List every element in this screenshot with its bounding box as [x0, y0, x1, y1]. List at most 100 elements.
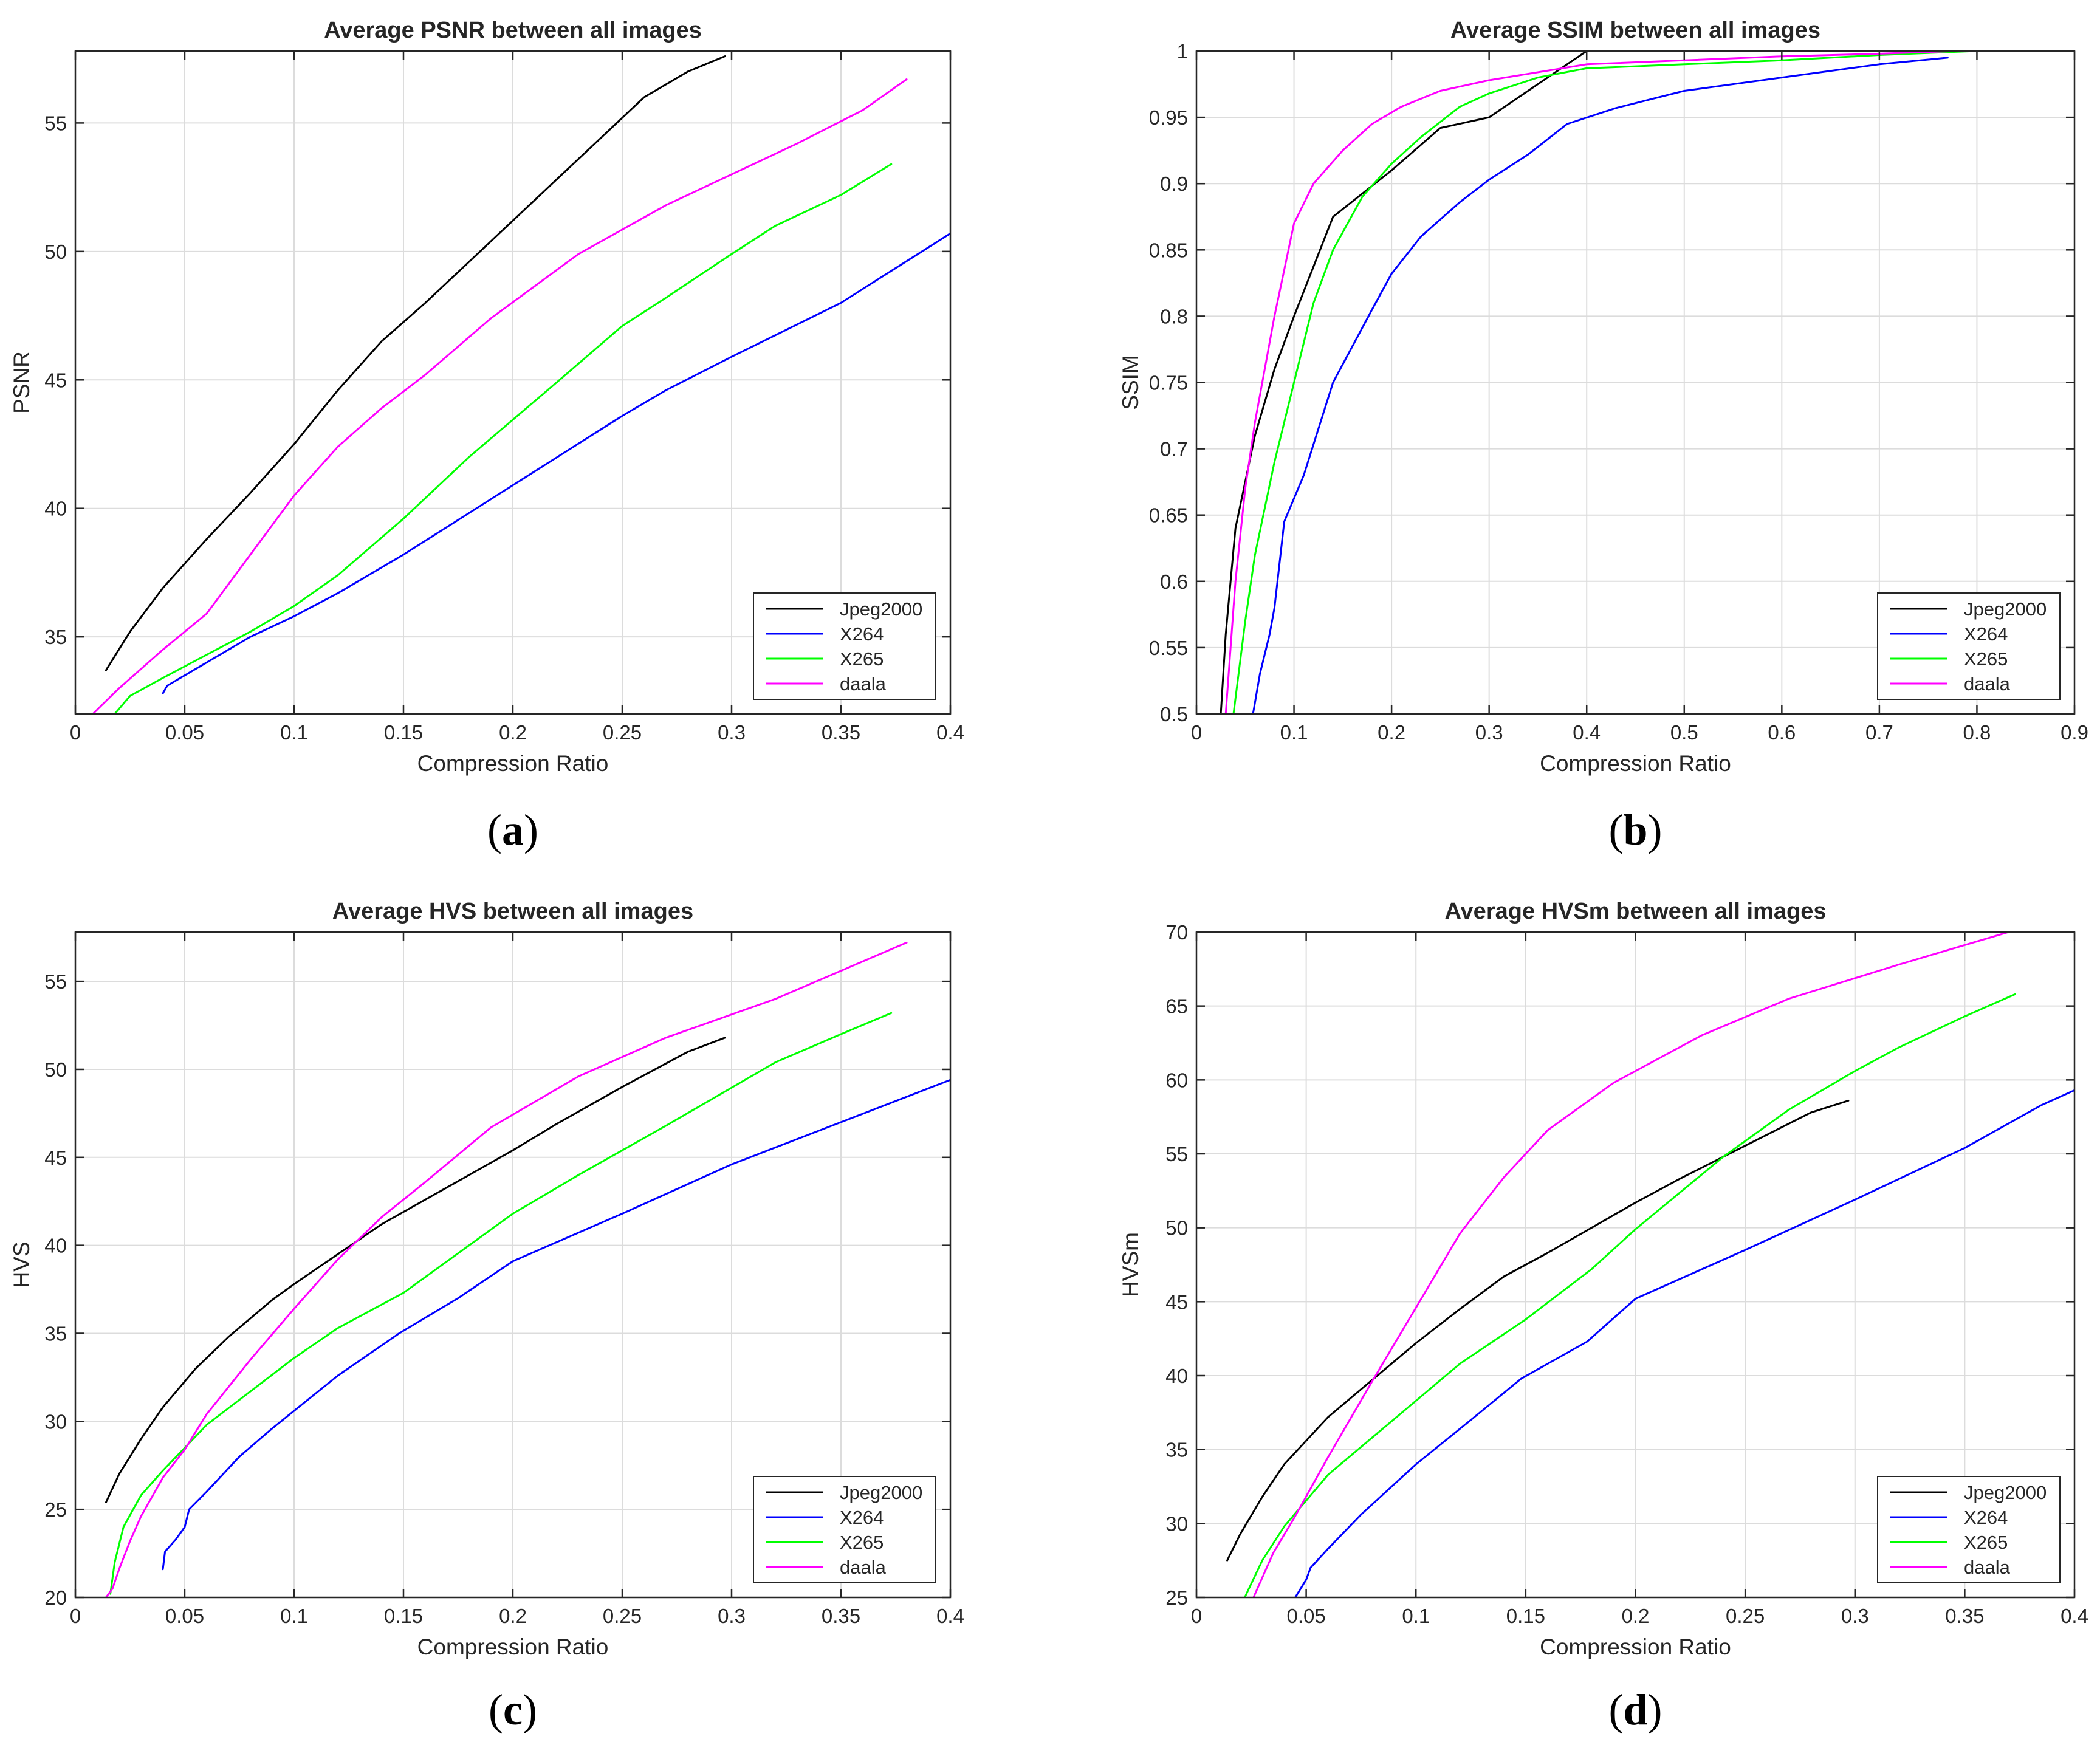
x-tick-label: 0.15 — [1506, 1605, 1545, 1627]
series-line-daala — [1252, 932, 2010, 1597]
y-tick-label: 30 — [44, 1410, 67, 1433]
x-tick-label: 0.8 — [1963, 721, 1991, 744]
chart-title: Average HVS between all images — [332, 899, 693, 924]
panel-caption-letter: c — [503, 1685, 523, 1734]
series-line-x265 — [1244, 993, 2016, 1597]
x-tick-label: 0.35 — [822, 1605, 860, 1627]
x-tick-label: 0.4 — [936, 721, 964, 744]
y-tick-label: 50 — [1165, 1217, 1188, 1240]
legend-label: X264 — [1964, 623, 2008, 645]
panel-caption-letter: b — [1623, 806, 1647, 854]
y-tick-label: 0.6 — [1160, 571, 1188, 593]
y-tick-label: 0.95 — [1149, 106, 1188, 129]
x-tick-label: 0.25 — [603, 1605, 642, 1627]
x-tick-label: 0.3 — [1841, 1605, 1869, 1627]
y-tick-label: 50 — [44, 241, 67, 263]
y-tick-label: 0.7 — [1160, 438, 1188, 461]
x-tick-label: 0.3 — [718, 1605, 746, 1627]
x-tick-label: 0.1 — [280, 721, 308, 744]
y-axis-label: PSNR — [9, 351, 34, 414]
panel-caption-letter: d — [1623, 1685, 1647, 1734]
x-tick-label: 0.1 — [280, 1605, 308, 1627]
y-tick-label: 40 — [44, 498, 67, 520]
legend-label: X264 — [840, 1507, 884, 1528]
x-tick-label: 0.6 — [1768, 721, 1796, 744]
x-tick-label: 0.05 — [165, 721, 204, 744]
series-line-daala — [92, 78, 908, 714]
legend-label: Jpeg2000 — [1964, 598, 2047, 620]
x-tick-label: 0.3 — [1475, 721, 1503, 744]
series-line-x265 — [109, 1012, 893, 1595]
x-tick-label: 0.3 — [718, 721, 746, 744]
x-tick-label: 0.15 — [384, 1605, 423, 1627]
y-tick-label: 55 — [1165, 1143, 1188, 1165]
y-tick-label: 1 — [1177, 40, 1188, 63]
chart-title: Average PSNR between all images — [324, 18, 702, 43]
y-tick-label: 0.65 — [1149, 504, 1188, 527]
x-tick-label: 0.7 — [1865, 721, 1893, 744]
series-line-daala — [105, 941, 908, 1597]
x-tick-label: 0.9 — [2061, 721, 2088, 744]
legend-label: Jpeg2000 — [840, 1482, 922, 1503]
legend-label: X265 — [840, 648, 884, 670]
x-tick-label: 0.05 — [1287, 1605, 1326, 1627]
y-tick-label: 25 — [1165, 1586, 1188, 1609]
legend-box — [753, 592, 936, 700]
x-tick-label: 0 — [70, 1605, 81, 1627]
x-tick-label: 0.1 — [1402, 1605, 1430, 1627]
y-tick-label: 35 — [44, 1322, 67, 1345]
legend-label: Jpeg2000 — [1964, 1482, 2047, 1503]
y-tick-label: 45 — [44, 1147, 67, 1169]
series-line-x264 — [162, 232, 950, 694]
legend-box — [753, 1476, 936, 1583]
y-tick-label: 45 — [1165, 1291, 1188, 1313]
x-tick-label: 0 — [1191, 1605, 1202, 1627]
legend: Jpeg2000 X264 X265 daala — [1877, 592, 2061, 700]
y-tick-label: 35 — [44, 626, 67, 648]
x-tick-label: 0.5 — [1670, 721, 1698, 744]
x-tick-label: 0.25 — [1726, 1605, 1765, 1627]
y-tick-label: 35 — [1165, 1439, 1188, 1461]
y-axis-label: HVSm — [1118, 1232, 1143, 1297]
legend: Jpeg2000 X264 X265 daala — [753, 592, 936, 700]
panel-caption: (d) — [1608, 1685, 1662, 1734]
legend-label: X265 — [1964, 648, 2008, 670]
series-line-jpeg2000 — [105, 55, 726, 671]
series-line-x264 — [1252, 57, 1949, 714]
legend-label: Jpeg2000 — [840, 598, 922, 620]
series-line-jpeg2000 — [1226, 1099, 1850, 1562]
y-tick-label: 25 — [44, 1498, 67, 1521]
x-tick-label: 0.05 — [165, 1605, 204, 1627]
y-tick-label: 55 — [44, 970, 67, 993]
series-line-x265 — [1232, 51, 1978, 714]
chart-title: Average HVSm between all images — [1445, 899, 1827, 924]
x-axis-label: Compression Ratio — [417, 751, 609, 776]
chart-title: Average SSIM between all images — [1450, 18, 1820, 43]
y-tick-label: 0.5 — [1160, 703, 1188, 725]
legend-label: X265 — [1964, 1532, 2008, 1553]
y-axis-label: SSIM — [1118, 355, 1143, 410]
chart-panel-d: 0 0.05 0.1 0.15 0.2 0.25 0.3 0.35 0.4 25 30 35 40 45 5… — [1118, 899, 2088, 1734]
series-line-x264 — [162, 1078, 950, 1571]
x-tick-label: 0.4 — [1573, 721, 1601, 744]
x-tick-label: 0 — [1191, 721, 1202, 744]
y-tick-label: 0.75 — [1149, 372, 1188, 394]
legend-box — [1877, 592, 2061, 700]
x-axis-label: Compression Ratio — [417, 1634, 609, 1659]
x-tick-label: 0.35 — [1945, 1605, 1984, 1627]
series-line-jpeg2000 — [105, 1037, 726, 1504]
x-tick-label: 0.2 — [499, 721, 527, 744]
y-axis-label: HVS — [9, 1241, 34, 1288]
y-tick-label: 70 — [1165, 921, 1188, 944]
y-tick-label: 30 — [1165, 1512, 1188, 1535]
y-tick-label: 65 — [1165, 995, 1188, 1018]
x-tick-label: 0.2 — [499, 1605, 527, 1627]
y-tick-label: 45 — [44, 369, 67, 391]
panel-caption: (c) — [489, 1685, 537, 1734]
legend-label: daala — [1964, 1557, 2011, 1578]
chart-panel-b: 0 0.1 0.2 0.3 0.4 0.5 0.6 0.7 0.8 0.9 0.5 0.55 0.6 0.… — [1118, 18, 2088, 854]
legend-box — [1877, 1476, 2061, 1583]
y-tick-label: 0.85 — [1149, 239, 1188, 261]
